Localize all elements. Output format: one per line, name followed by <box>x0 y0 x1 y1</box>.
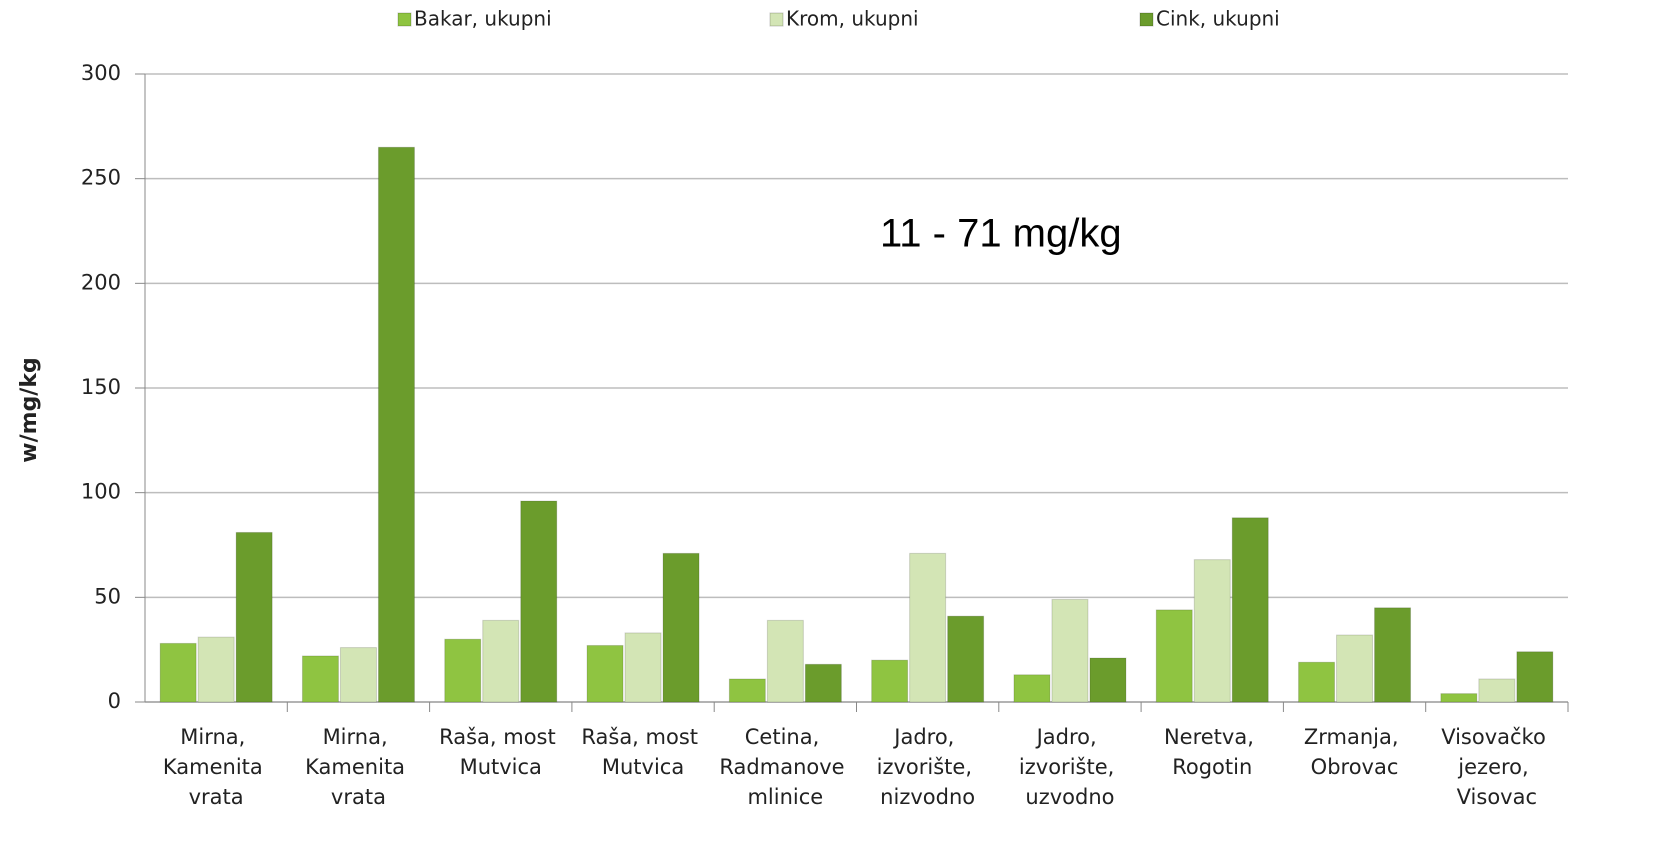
bar <box>1155 609 1193 703</box>
x-tick-line: Neretva, <box>1164 725 1261 749</box>
x-tick-line: izvorište, <box>877 755 979 779</box>
bar <box>1013 674 1051 703</box>
legend-label: Cink, ukupni <box>1156 7 1280 31</box>
bar <box>444 638 482 703</box>
bar <box>377 146 415 703</box>
x-tick-label: Zrmanja, Obrovac <box>1304 725 1405 779</box>
x-tick-line: Rogotin <box>1172 755 1252 779</box>
x-tick-label: Jadro, izvorište, uzvodno <box>1019 725 1121 809</box>
x-tick-line: vrata <box>189 785 244 809</box>
bar <box>1336 634 1374 703</box>
bar <box>197 636 235 703</box>
bar <box>728 678 766 703</box>
bar <box>947 615 985 703</box>
y-tick-label: 150 <box>81 375 121 399</box>
x-tick-label: Mirna, Kamenita vrata <box>305 725 412 809</box>
bar <box>301 655 339 703</box>
bar <box>804 663 842 703</box>
bar <box>339 647 377 703</box>
x-tick-line: nizvodno <box>880 785 975 809</box>
x-tick-label: Mirna, Kamenita vrata <box>163 725 270 809</box>
bar <box>1298 661 1336 703</box>
y-tick-label: 300 <box>81 61 121 85</box>
bar <box>1516 651 1554 703</box>
bar <box>586 644 624 703</box>
y-tick-label: 0 <box>108 689 121 713</box>
x-tick-line: Jadro, <box>1035 725 1104 749</box>
x-tick-label: Raša, most Mutvica <box>439 725 562 779</box>
bar <box>1051 598 1089 703</box>
x-tick-line: Cetina, <box>745 725 826 749</box>
bar <box>1193 559 1231 703</box>
x-tick-line: mlinice <box>747 785 823 809</box>
bar <box>766 619 804 703</box>
x-tick-line: Visovačko <box>1441 725 1552 749</box>
bar <box>1440 693 1478 703</box>
x-tick-line: Mirna, <box>323 725 395 749</box>
bar <box>909 552 947 703</box>
x-tick-label: Raša, most Mutvica <box>581 725 704 779</box>
bar <box>662 552 700 703</box>
x-tick-line: Mutvica <box>602 755 684 779</box>
x-tick-line: Raša, most <box>439 725 562 749</box>
y-axis-label: w/mg/kg <box>17 357 42 462</box>
x-tick-line: Zrmanja, <box>1304 725 1405 749</box>
bar <box>159 642 197 703</box>
legend-swatch <box>769 12 784 27</box>
legend-swatch <box>397 12 412 27</box>
x-tick-line: izvorište, <box>1019 755 1121 779</box>
legend-label: Bakar, ukupni <box>414 7 552 31</box>
y-tick-label: 100 <box>81 480 121 504</box>
x-tick-line: Mirna, <box>180 725 252 749</box>
legend-swatch <box>1139 12 1154 27</box>
bar <box>624 632 662 703</box>
x-tick-label: Jadro, izvorište, nizvodno <box>877 725 979 809</box>
x-tick-line: Visovac <box>1457 785 1537 809</box>
bar <box>235 531 273 703</box>
bar <box>520 500 558 703</box>
x-tick-line: Kamenita <box>163 755 270 779</box>
x-tick-label: Neretva, Rogotin <box>1164 725 1261 779</box>
x-tick-line: uzvodno <box>1025 785 1114 809</box>
x-tick-line: Obrovac <box>1311 755 1399 779</box>
x-tick-line: Raša, most <box>581 725 704 749</box>
bar <box>482 619 520 703</box>
y-tick-label: 50 <box>94 584 121 608</box>
x-tick-line: Kamenita <box>305 755 412 779</box>
legend-label: Krom, ukupni <box>786 7 919 31</box>
bar <box>1089 657 1127 703</box>
bar <box>871 659 909 703</box>
annotation: 11 - 71 mg/kg <box>880 212 1122 256</box>
bar <box>1478 678 1516 703</box>
x-tick-label: Visovačko jezero, Visovac <box>1441 725 1552 809</box>
x-tick-line: Mutvica <box>460 755 542 779</box>
y-tick-label: 250 <box>81 166 121 190</box>
bar <box>1374 607 1412 703</box>
x-tick-line: Jadro, <box>892 725 961 749</box>
x-tick-line: jezero, <box>1457 755 1535 779</box>
bar <box>1231 517 1269 703</box>
y-tick-label: 200 <box>81 270 121 294</box>
x-tick-line: Radmanove <box>719 755 851 779</box>
x-tick-label: Cetina, Radmanove mlinice <box>719 725 851 809</box>
x-tick-line: vrata <box>331 785 386 809</box>
